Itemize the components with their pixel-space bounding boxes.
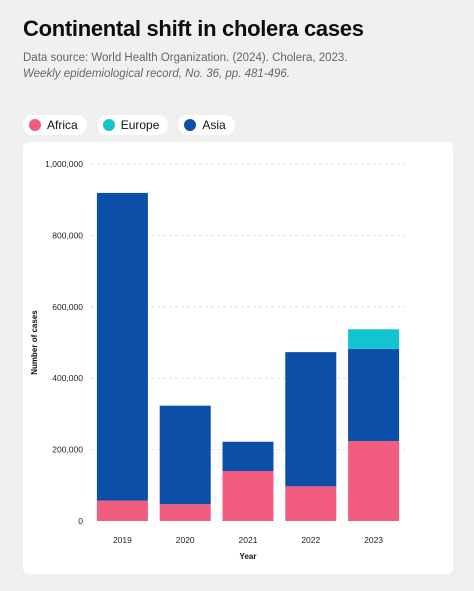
- legend-item-europe: Europe: [96, 115, 169, 135]
- x-axis-label: Year: [240, 552, 257, 561]
- bar-europe-2023: [348, 329, 400, 349]
- y-tick-label: 1,000,000: [45, 159, 83, 169]
- legend-swatch-africa: [29, 119, 41, 131]
- bar-africa-2022: [285, 486, 337, 521]
- y-tick-label: 400,000: [52, 373, 83, 383]
- legend-item-asia: Asia: [178, 115, 235, 135]
- legend-label-africa: Africa: [47, 118, 78, 132]
- bar-africa-2019: [96, 500, 148, 521]
- bar-africa-2023: [348, 441, 400, 521]
- data-source-line2: Weekly epidemiological record, No. 36, p…: [23, 68, 290, 80]
- legend: Africa Europe Asia: [23, 115, 235, 135]
- legend-label-europe: Europe: [120, 118, 160, 132]
- legend-item-africa: Africa: [23, 115, 87, 135]
- chart-panel: 0 200,000 400,000 600,000 800,000 1,000,000 20…: [23, 142, 453, 574]
- y-axis-label: Number of cases: [30, 310, 39, 375]
- y-tick-label: 0: [78, 516, 83, 526]
- bar-asia-2023: [348, 348, 400, 442]
- bar-asia-2019: [96, 192, 148, 501]
- chart-title: Continental shift in cholera cases: [23, 16, 364, 41]
- y-tick-label: 200,000: [52, 445, 83, 455]
- x-tick-label: 2022: [301, 535, 320, 545]
- data-source: Data source: World Health Organization. …: [23, 50, 453, 82]
- data-source-line1: Data source: World Health Organization. …: [23, 52, 348, 64]
- x-tick-label: 2023: [364, 535, 383, 545]
- bar-africa-2020: [159, 504, 211, 521]
- bar-asia-2020: [159, 405, 211, 505]
- bar-asia-2022: [285, 352, 337, 487]
- x-tick-label: 2019: [113, 535, 132, 545]
- chart-svg: 0 200,000 400,000 600,000 800,000 1,000,000 20…: [30, 159, 405, 561]
- legend-swatch-asia: [184, 119, 197, 131]
- y-tick-label: 800,000: [52, 230, 83, 240]
- y-tick-label: 600,000: [52, 302, 83, 312]
- x-tick-label: 2020: [176, 535, 195, 545]
- legend-label-asia: Asia: [202, 118, 226, 132]
- legend-swatch-europe: [102, 119, 115, 131]
- bar-asia-2021: [222, 441, 274, 472]
- bar-africa-2021: [222, 471, 274, 521]
- x-tick-label: 2021: [239, 535, 258, 545]
